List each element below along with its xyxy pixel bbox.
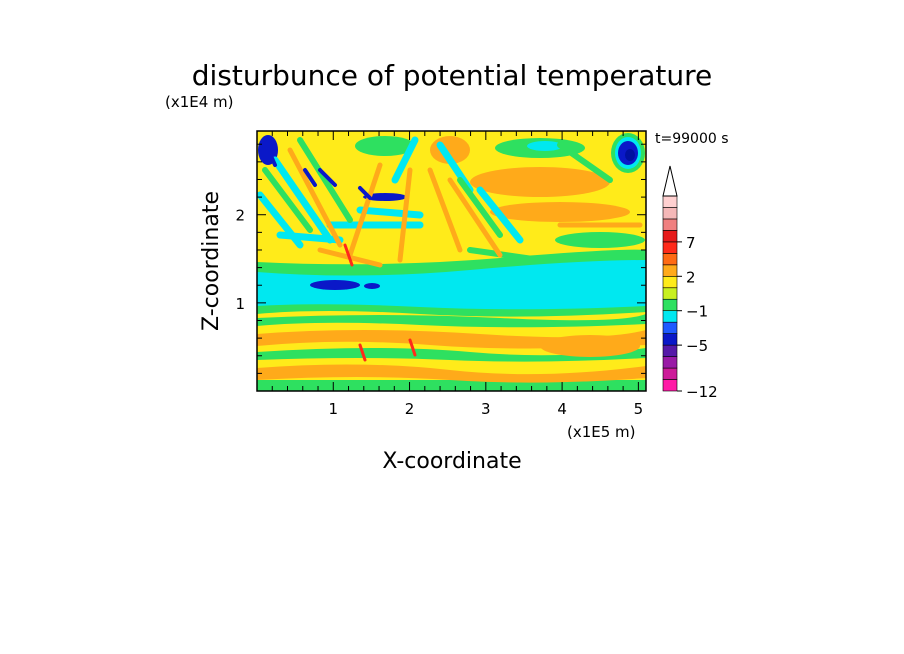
bands-middle — [257, 249, 646, 317]
blob-blue-center — [364, 283, 380, 289]
blob-orange-mid-right — [540, 335, 640, 357]
colorbar-segment — [662, 333, 678, 346]
blob-blue-left — [310, 280, 360, 290]
x-axis-label: X-coordinate — [382, 449, 521, 474]
colorbar-segment — [662, 287, 678, 300]
y-tick-label: 2 — [235, 207, 245, 225]
colorbar-segment — [662, 310, 678, 323]
blob-navy-top-right — [625, 149, 635, 161]
colorbar-segment — [662, 298, 678, 312]
colorbar-segment — [662, 264, 678, 277]
colorbar-segment — [662, 367, 678, 380]
colorbar: 7 2 −1 −5 −12 — [662, 165, 718, 401]
colorbar-label: −1 — [686, 303, 708, 321]
x-axis-unit: (x1E5 m) — [567, 423, 636, 441]
colorbar-segment — [662, 253, 678, 266]
chart-title: disturbunce of potential temperature — [192, 59, 713, 92]
blob-orange-upper-right — [470, 167, 610, 197]
colorbar-segment — [662, 207, 678, 220]
band-cyan — [257, 260, 646, 310]
x-tick-label: 5 — [634, 400, 644, 418]
colorbar-segment — [662, 230, 678, 243]
y-axis-label: Z-coordinate — [199, 191, 224, 331]
time-label: t=99000 s — [655, 131, 729, 147]
x-axis-ticks: 1 2 3 4 5 — [271, 131, 644, 418]
x-tick-label: 4 — [557, 400, 567, 418]
y-tick-label: 1 — [235, 295, 245, 313]
y-axis-ticks: 12 — [235, 143, 646, 374]
bands-lower — [257, 314, 646, 391]
blob-orange-upper-right-2 — [490, 202, 630, 222]
band-orange-low — [257, 364, 646, 383]
band-green-low — [257, 348, 646, 362]
colorbar-extend-arrow — [662, 165, 678, 197]
x-tick-label: 2 — [405, 400, 415, 418]
blob-green-top-mid — [355, 136, 415, 156]
colorbar-segment — [662, 321, 678, 334]
wave-streaks — [257, 136, 643, 362]
blob-blue-upper-mid — [363, 193, 407, 201]
colorbar-segment — [662, 344, 678, 357]
x-tick-label: 3 — [481, 400, 491, 418]
colorbar-segment — [662, 379, 678, 392]
colorbar-label: 7 — [686, 234, 696, 252]
colorbar-label: 2 — [686, 268, 696, 286]
colorbar-segment — [662, 195, 678, 208]
plot-frame — [256, 130, 647, 392]
blob-green-upper-right — [555, 232, 645, 248]
contour-field — [257, 131, 646, 391]
blob-cyan-top-center — [527, 141, 563, 151]
x-tick-label: 1 — [329, 400, 339, 418]
band-ground-green — [257, 380, 646, 391]
colorbar-segment — [662, 356, 678, 369]
band-green-mid — [257, 314, 646, 328]
colorbar-label: −12 — [686, 383, 718, 401]
colorbar-label: −5 — [686, 337, 708, 355]
colorbar-segment — [662, 218, 678, 231]
y-axis-unit: (x1E4 m) — [165, 93, 234, 111]
colorbar-segment — [662, 275, 678, 289]
colorbar-segment — [662, 241, 678, 254]
